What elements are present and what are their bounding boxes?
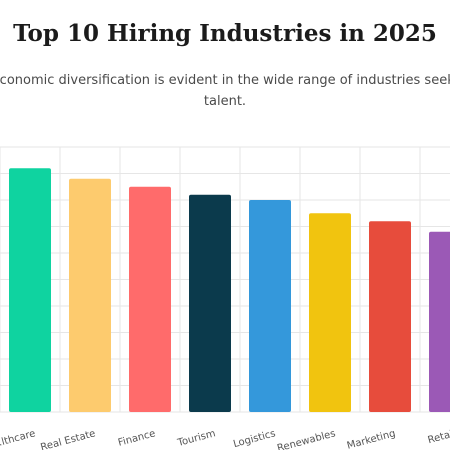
- x-tick-label: Marketing: [346, 428, 397, 450]
- bar-retail[interactable]: [429, 231, 450, 412]
- bar-chart: ...lthcare Real Estate Finance Tourism Logis…: [0, 140, 450, 450]
- bar-tourism[interactable]: [189, 194, 231, 412]
- bar-marketing[interactable]: [369, 221, 411, 412]
- x-tick-label: Logistics: [232, 428, 277, 450]
- x-tick-labels: ...lthcare Real Estate Finance Tourism Logis…: [0, 428, 450, 450]
- x-tick-label: Real Estate: [39, 428, 96, 450]
- x-tick-label: Retail: [427, 428, 450, 446]
- x-tick-label: Tourism: [176, 428, 217, 449]
- bars: [9, 168, 450, 412]
- bar-renewables[interactable]: [309, 213, 351, 412]
- x-tick-label: Renewables: [276, 428, 337, 450]
- bar-chart-svg: ...lthcare Real Estate Finance Tourism Logis…: [0, 146, 450, 450]
- page-title: Top 10 Hiring Industries in 2025: [13, 20, 437, 47]
- bar-logistics[interactable]: [249, 200, 291, 412]
- bar-finance[interactable]: [129, 186, 171, 412]
- page-subtitle: ... economic diversification is evident …: [0, 73, 450, 109]
- x-tick-label: Finance: [117, 428, 157, 449]
- bar-real-estate[interactable]: [69, 178, 111, 412]
- bar-healthcare[interactable]: [9, 168, 51, 412]
- x-tick-label: ...lthcare: [0, 428, 37, 450]
